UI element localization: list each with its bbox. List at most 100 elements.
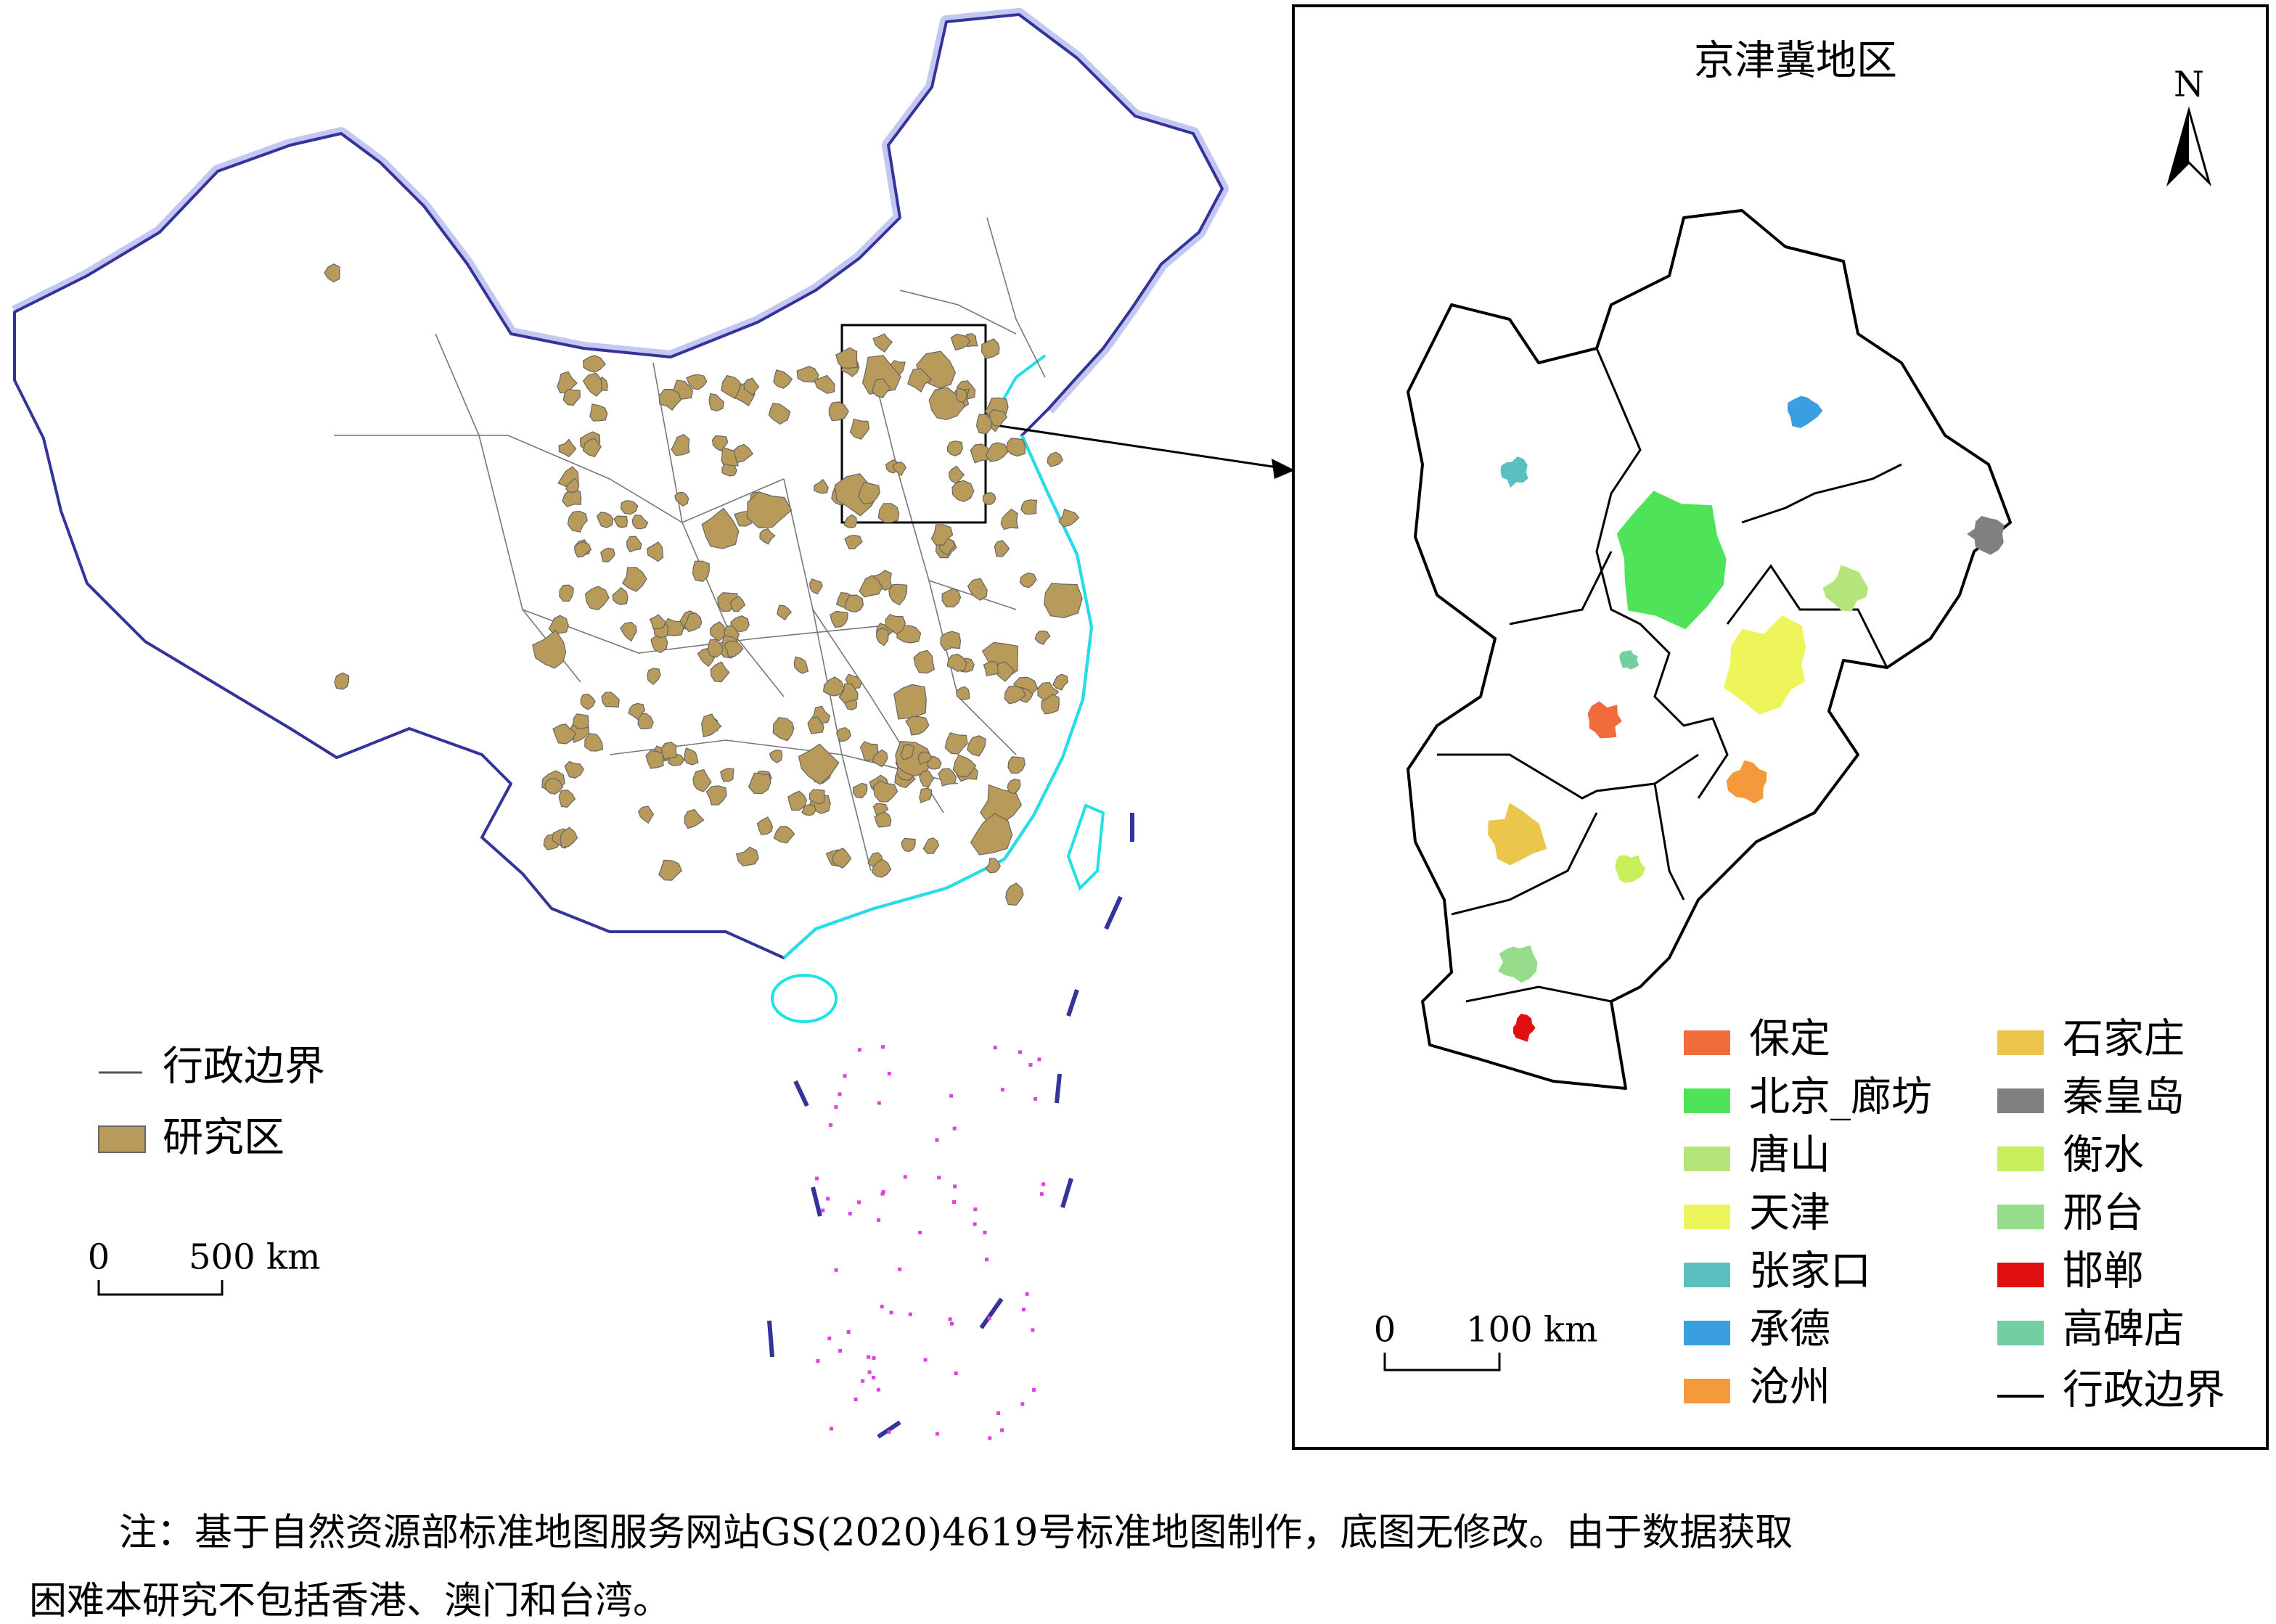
island [949, 1321, 954, 1326]
inset-title: 京津冀地区 [1694, 38, 1897, 85]
study-area [601, 692, 620, 708]
legend-swatch [1684, 1147, 1730, 1171]
legend-swatch [1997, 1321, 2044, 1345]
study-area [970, 443, 990, 464]
study-area [835, 726, 851, 742]
study-area [711, 435, 729, 452]
study-area [582, 372, 602, 397]
study-area [684, 747, 699, 766]
scale-bar [97, 1280, 224, 1296]
study-area [1007, 779, 1021, 795]
island [923, 1358, 928, 1362]
island [1025, 1292, 1029, 1296]
study-area [922, 837, 940, 854]
study-area [798, 743, 840, 785]
study-area [970, 813, 1013, 856]
study-area [631, 514, 649, 530]
study-area [1047, 451, 1063, 467]
legend-label: 保定 [1749, 1016, 1830, 1063]
island [1033, 1096, 1038, 1101]
island [816, 1359, 820, 1363]
island [1000, 1088, 1004, 1092]
legend-swatch [1997, 1147, 2044, 1171]
city-area [1488, 803, 1547, 866]
study-area [777, 604, 793, 621]
city-area [1788, 395, 1823, 428]
scale-start: 0 [1374, 1310, 1396, 1350]
region-outline [1407, 209, 2012, 1090]
note-line: 注：基于自然资源部标准地图服务网站GS(2020)4619号标准地图制作，底图无… [119, 1512, 1793, 1555]
study-area [955, 686, 970, 700]
island [935, 1432, 939, 1436]
study-area [872, 378, 891, 398]
island [1037, 1057, 1041, 1062]
island [872, 1356, 876, 1360]
study-area [580, 693, 596, 710]
study-area [733, 443, 754, 464]
legend-swatch [1684, 1263, 1730, 1287]
study-area [709, 621, 726, 641]
island [848, 1212, 852, 1216]
study-area [809, 578, 823, 595]
study-area [838, 683, 859, 704]
north-arrow-half [2169, 110, 2189, 183]
study-area [950, 333, 971, 351]
study-area [872, 749, 888, 768]
study-area [620, 500, 639, 515]
study-area [1058, 509, 1080, 528]
study-area [674, 491, 689, 507]
hainan [771, 974, 838, 1023]
island [1000, 1428, 1004, 1432]
study-area [874, 811, 892, 828]
study-area [849, 418, 870, 440]
city-area [1967, 516, 2005, 555]
study-area [596, 512, 614, 528]
study-area [701, 507, 740, 549]
legend-swatch [1684, 1321, 1730, 1345]
study-area [721, 463, 737, 477]
legend-label: 唐山 [1749, 1132, 1830, 1179]
study-area [966, 735, 986, 757]
island [973, 1207, 978, 1212]
study-area [985, 442, 1009, 462]
study-area [1020, 499, 1038, 515]
study-area [723, 640, 744, 658]
study-area [658, 859, 683, 881]
study-area [951, 480, 975, 503]
study-area [900, 744, 915, 760]
study-area [334, 672, 350, 690]
study-area [830, 610, 848, 628]
study-area [952, 754, 977, 778]
study-area [1041, 694, 1060, 715]
legend-swatch [1684, 1030, 1730, 1055]
island [948, 1317, 952, 1321]
study-area [637, 805, 655, 824]
island [856, 1200, 861, 1205]
island [843, 1074, 847, 1078]
study-area [720, 768, 734, 782]
study-area [573, 713, 589, 729]
study-area [787, 790, 808, 811]
study-area [647, 541, 664, 562]
study-area [584, 733, 604, 752]
legend-label: 天津 [1749, 1190, 1830, 1237]
study-area [660, 742, 677, 760]
region-boundaries [1437, 348, 1902, 1003]
study-area [892, 461, 906, 477]
legend-label: 邯郸 [2063, 1248, 2144, 1295]
study-area [708, 393, 724, 412]
study-area [573, 541, 592, 558]
legend-swatch [1997, 1205, 2044, 1229]
study-area [685, 374, 708, 390]
study-area [532, 629, 567, 669]
study-area [743, 377, 760, 396]
legend-label: 石家庄 [2063, 1016, 2185, 1063]
island [826, 1197, 830, 1201]
legend-label: 北京_廊坊 [1749, 1074, 1932, 1121]
island [877, 1218, 881, 1222]
island [987, 1316, 991, 1321]
study-area [905, 715, 930, 736]
leader-arrow-line [985, 422, 1278, 469]
study-area [994, 540, 1010, 557]
